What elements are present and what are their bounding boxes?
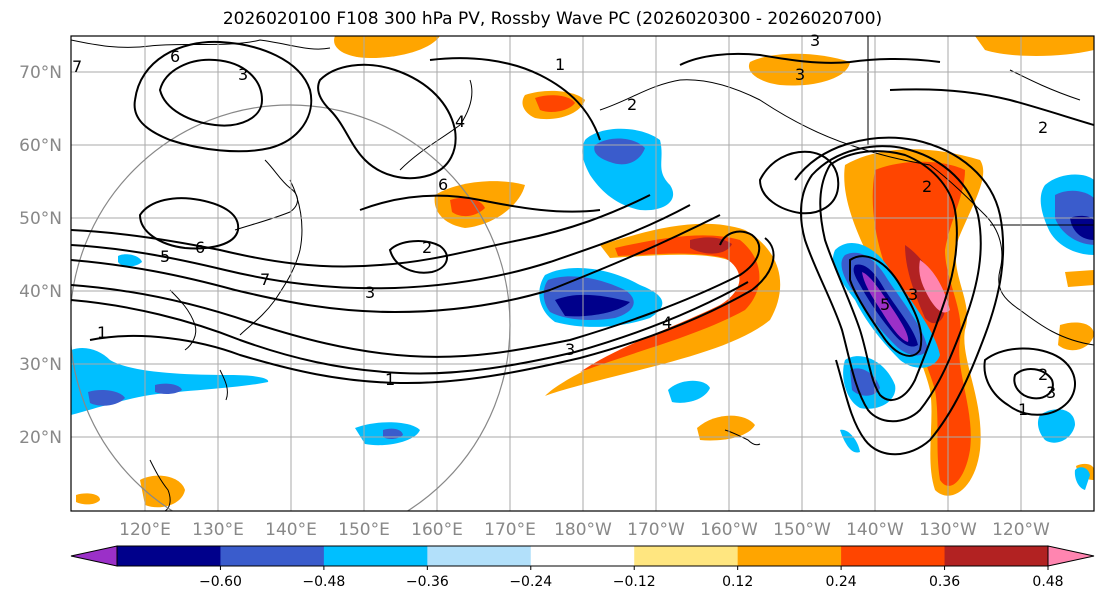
contour-label: 1 xyxy=(97,323,107,342)
colorbar-max-extension xyxy=(1048,546,1094,566)
contour-label: 2 xyxy=(1038,365,1048,384)
colorbar-tick-label: 0.48 xyxy=(1032,574,1063,590)
lon-label: 120°E xyxy=(119,520,171,540)
contour-label: 2 xyxy=(422,238,432,257)
colorbar-tick-label: −0.60 xyxy=(199,574,242,590)
lon-label: 140°E xyxy=(265,520,317,540)
reference-circle xyxy=(71,104,511,511)
latitude-labels: 70°N 60°N 50°N 40°N 30°N 20°N xyxy=(19,63,62,448)
colorbar-segment xyxy=(220,546,325,566)
contour-label: 7 xyxy=(72,57,82,76)
contour-label: 4 xyxy=(455,112,465,131)
colorbar-tick-label: 0.12 xyxy=(722,574,753,590)
contour-label: 6 xyxy=(170,47,180,66)
map-frame xyxy=(70,35,1095,512)
contour-label: 5 xyxy=(160,247,170,266)
contour-label: 3 xyxy=(1046,383,1056,402)
lat-label: 70°N xyxy=(19,63,62,83)
colorbar-segment xyxy=(323,546,428,566)
colorbar-min-outline xyxy=(70,545,118,567)
lon-label: 140°W xyxy=(846,520,904,540)
colorbar-tick-label: −0.24 xyxy=(509,574,552,590)
lon-label: 160°W xyxy=(700,520,758,540)
colorbar-segment xyxy=(530,546,635,566)
contour-label: 3 xyxy=(365,283,375,302)
contour-label: 4 xyxy=(662,313,672,332)
lon-label: 180°W xyxy=(554,520,612,540)
contour-label: 1 xyxy=(385,370,395,389)
contour-labels: 7 6 3 5 6 7 4 6 2 3 1 1 2 3 4 5 3 2 1 1 … xyxy=(72,31,1056,419)
lon-label: 150°E xyxy=(338,520,390,540)
lon-label: 150°W xyxy=(773,520,831,540)
pv-contours xyxy=(71,40,1094,456)
contour-label: 3 xyxy=(810,31,820,50)
lat-label: 40°N xyxy=(19,282,62,302)
lon-label: 170°E xyxy=(484,520,536,540)
colorbar-min-extension xyxy=(71,546,117,566)
contour-label: 6 xyxy=(438,175,448,194)
colorbar-segment xyxy=(634,546,739,566)
lon-label: 120°W xyxy=(992,520,1050,540)
pv-shading xyxy=(71,36,1094,508)
colorbar-tick-label: −0.36 xyxy=(406,574,449,590)
contour-label: 2 xyxy=(1038,118,1048,137)
contour-label: 2 xyxy=(922,177,932,196)
contour-label: 3 xyxy=(908,285,918,304)
colorbar-segment xyxy=(944,546,1049,566)
contour-label: 2 xyxy=(627,95,637,114)
lat-label: 60°N xyxy=(19,136,62,156)
colorbar-tick-label: −0.48 xyxy=(302,574,345,590)
contour-label: 7 xyxy=(260,270,270,289)
lon-label: 170°W xyxy=(627,520,685,540)
map-content xyxy=(71,36,1094,511)
lat-label: 30°N xyxy=(19,355,62,375)
colorbar-segment xyxy=(841,546,946,566)
colorbar-tick-label: −0.12 xyxy=(613,574,656,590)
lon-label: 160°E xyxy=(411,520,463,540)
colorbar-max-outline xyxy=(1047,545,1095,567)
colorbar-segment xyxy=(117,546,221,566)
map-title: 2026020100 F108 300 hPa PV, Rossby Wave … xyxy=(222,9,883,29)
colorbar: −0.60 −0.48 −0.36 −0.24 −0.12 0.12 0.24 0.36 0.4… xyxy=(70,545,1095,590)
colorbar-tick-label: 0.36 xyxy=(929,574,960,590)
graticule xyxy=(71,36,1094,511)
contour-label: 1 xyxy=(555,55,565,74)
lon-label: 130°W xyxy=(919,520,977,540)
lon-label: 130°E xyxy=(192,520,244,540)
longitude-labels: 120°E 130°E 140°E 150°E 160°E 170°E 180°… xyxy=(119,520,1050,540)
contour-label: 6 xyxy=(195,238,205,257)
contour-label: 1 xyxy=(1018,400,1028,419)
colorbar-segment xyxy=(427,546,532,566)
lat-label: 20°N xyxy=(19,428,62,448)
colorbar-segment xyxy=(737,546,842,566)
lat-label: 50°N xyxy=(19,209,62,229)
contour-label: 3 xyxy=(238,65,248,84)
contour-label: 3 xyxy=(795,65,805,84)
colorbar-tick-label: 0.24 xyxy=(826,574,857,590)
contour-label: 3 xyxy=(565,340,575,359)
contour-label: 5 xyxy=(880,295,890,314)
